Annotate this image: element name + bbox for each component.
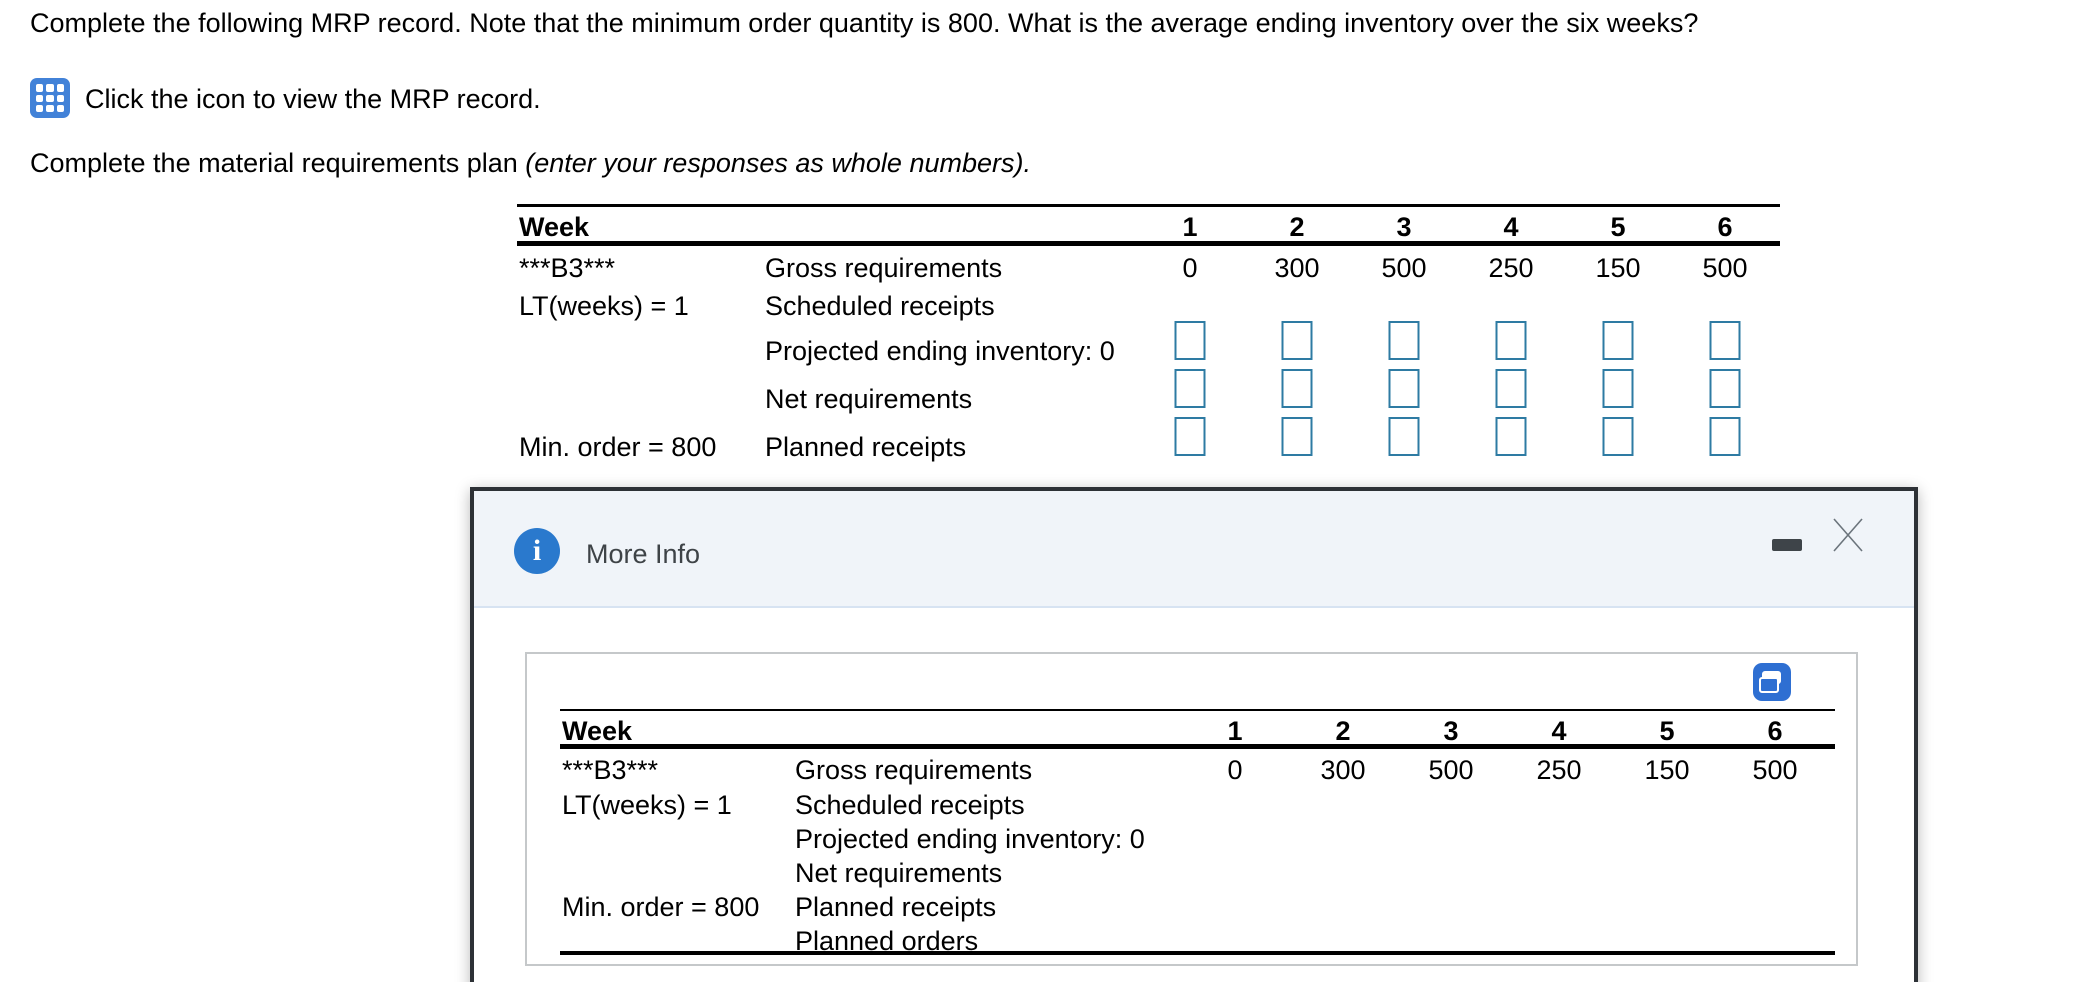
modal-week-col-1: 1 (1227, 716, 1243, 746)
min-order-label: Min. order = 800 (519, 432, 717, 462)
week-col-3: 3 (1396, 212, 1412, 242)
input-projected-inventory-week-4[interactable] (1495, 321, 1527, 360)
input-projected-inventory-week-3[interactable] (1388, 321, 1420, 360)
modal-gross-value-week-1: 0 (1227, 755, 1243, 785)
plan-instruction-italic: (enter your responses as whole numbers). (525, 148, 1031, 178)
close-icon[interactable] (1826, 511, 1870, 555)
input-projected-inventory-week-5[interactable] (1602, 321, 1634, 360)
modal-week-col-6: 6 (1767, 716, 1783, 746)
modal-week-header-label: Week (562, 716, 633, 746)
modal-gross-requirements-label: Gross requirements (795, 755, 1033, 785)
modal-week-col-3: 3 (1443, 716, 1459, 746)
lead-time-label: LT(weeks) = 1 (519, 291, 689, 321)
input-planned-receipts-week-4[interactable] (1495, 417, 1527, 456)
modal-table-header-rule (560, 744, 1835, 749)
plan-instruction-prefix: Complete the material requirements plan (30, 148, 526, 178)
item-label: ***B3*** (519, 253, 616, 283)
week-col-5: 5 (1610, 212, 1626, 242)
table-header-rule (517, 241, 1780, 246)
modal-gross-value-week-6: 500 (1752, 755, 1798, 785)
input-planned-receipts-week-1[interactable] (1174, 417, 1206, 456)
gross-value-week-6: 500 (1702, 253, 1748, 283)
week-col-1: 1 (1182, 212, 1198, 242)
week-col-4: 4 (1503, 212, 1519, 242)
input-planned-receipts-week-3[interactable] (1388, 417, 1420, 456)
view-mrp-record-icon[interactable] (30, 78, 70, 118)
modal-lead-time-label: LT(weeks) = 1 (562, 790, 732, 820)
copy-table-icon[interactable] (1753, 663, 1791, 701)
modal-planned-receipts-label: Planned receipts (795, 892, 997, 922)
icon-instruction-text: Click the icon to view the MRP record. (85, 84, 541, 114)
modal-gross-value-week-2: 300 (1320, 755, 1366, 785)
input-net-requirements-week-4[interactable] (1495, 369, 1527, 408)
mrp-record-box: Week 1 2 3 4 5 6 ***B3*** Gross requirem… (525, 652, 1858, 966)
gross-value-week-2: 300 (1274, 253, 1320, 283)
input-planned-receipts-week-2[interactable] (1281, 417, 1313, 456)
more-info-title: More Info (586, 539, 701, 569)
gross-value-week-5: 150 (1595, 253, 1641, 283)
gross-value-week-3: 500 (1381, 253, 1427, 283)
input-planned-receipts-week-5[interactable] (1602, 417, 1634, 456)
modal-table-top-rule (560, 709, 1835, 711)
input-net-requirements-week-6[interactable] (1709, 369, 1741, 408)
net-requirements-label: Net requirements (765, 384, 973, 414)
modal-net-requirements-label: Net requirements (795, 858, 1003, 888)
modal-min-order-label: Min. order = 800 (562, 892, 760, 922)
modal-item-label: ***B3*** (562, 755, 659, 785)
modal-gross-value-week-5: 150 (1644, 755, 1690, 785)
modal-scheduled-receipts-label: Scheduled receipts (795, 790, 1025, 820)
input-projected-inventory-week-6[interactable] (1709, 321, 1741, 360)
more-info-dialog: i More Info Week 1 2 3 4 5 6 ***B3*** (470, 487, 1918, 982)
scheduled-receipts-label: Scheduled receipts (765, 291, 995, 321)
input-net-requirements-week-5[interactable] (1602, 369, 1634, 408)
table-top-rule (517, 204, 1780, 207)
modal-week-col-5: 5 (1659, 716, 1675, 746)
modal-table-bottom-rule (560, 951, 1835, 955)
gross-value-week-1: 0 (1182, 253, 1198, 283)
minimize-icon[interactable] (1772, 539, 1802, 551)
modal-week-col-4: 4 (1551, 716, 1567, 746)
modal-projected-inventory-label: Projected ending inventory: 0 (795, 824, 1145, 854)
modal-week-col-2: 2 (1335, 716, 1351, 746)
question-text: Complete the following MRP record. Note … (30, 8, 1699, 38)
week-col-6: 6 (1717, 212, 1733, 242)
input-net-requirements-week-1[interactable] (1174, 369, 1206, 408)
input-planned-receipts-week-6[interactable] (1709, 417, 1741, 456)
gross-value-week-4: 250 (1488, 253, 1534, 283)
more-info-dialog-header[interactable]: i More Info (474, 491, 1914, 608)
info-icon: i (514, 528, 560, 574)
modal-gross-value-week-3: 500 (1428, 755, 1474, 785)
week-col-2: 2 (1289, 212, 1305, 242)
modal-gross-value-week-4: 250 (1536, 755, 1582, 785)
plan-instruction-text: Complete the material requirements plan … (30, 148, 1031, 179)
projected-inventory-label: Projected ending inventory: 0 (765, 336, 1115, 366)
input-projected-inventory-week-1[interactable] (1174, 321, 1206, 360)
input-net-requirements-week-2[interactable] (1281, 369, 1313, 408)
input-net-requirements-week-3[interactable] (1388, 369, 1420, 408)
week-header-label: Week (519, 212, 590, 242)
gross-requirements-label: Gross requirements (765, 253, 1003, 283)
planned-receipts-label: Planned receipts (765, 432, 967, 462)
input-projected-inventory-week-2[interactable] (1281, 321, 1313, 360)
